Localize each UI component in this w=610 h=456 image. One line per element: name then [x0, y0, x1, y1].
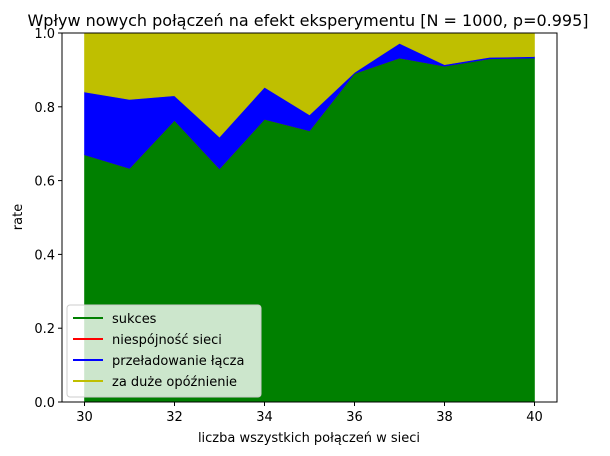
- y-axis-label: rate: [11, 204, 26, 230]
- y-tick-label: 0.0: [34, 396, 55, 411]
- chart-title: Wpływ nowych połączeń na efekt eksperyme…: [27, 11, 588, 30]
- x-axis-label: liczba wszystkich połączeń w sieci: [198, 431, 420, 446]
- x-tick-label: 40: [526, 410, 543, 425]
- y-tick-label: 0.8: [34, 101, 55, 116]
- y-tick-label: 0.6: [34, 175, 55, 190]
- y-tick-label: 0.2: [34, 322, 55, 337]
- legend: sukces niespójność sieci przeładowanie łąc…: [66, 304, 262, 398]
- legend-label: sukces: [112, 312, 157, 327]
- legend-label: przeładowanie łącza: [112, 354, 244, 369]
- y-tick-label: 1.0: [34, 27, 55, 42]
- legend-label: za duże opóźnienie: [112, 375, 237, 390]
- x-tick-label: 38: [436, 410, 453, 425]
- x-tick-label: 34: [256, 410, 273, 425]
- legend-label: niespójność sieci: [112, 333, 222, 348]
- x-tick-label: 36: [346, 410, 363, 425]
- y-axis-ticks: 0.0 0.2 0.4 0.6 0.8 1.0: [34, 27, 62, 411]
- x-tick-label: 32: [166, 410, 183, 425]
- plot-frame: [61, 32, 558, 403]
- x-axis-ticks: 30 32 34 36 38 40: [76, 402, 543, 425]
- legend-box: [66, 304, 262, 398]
- x-tick-label: 30: [76, 410, 93, 425]
- y-tick-label: 0.4: [34, 248, 55, 263]
